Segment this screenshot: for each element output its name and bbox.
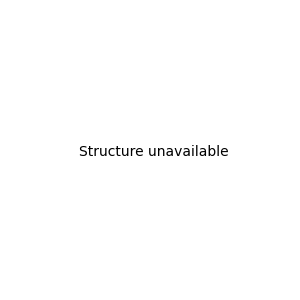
Text: Structure unavailable: Structure unavailable [79, 145, 229, 158]
